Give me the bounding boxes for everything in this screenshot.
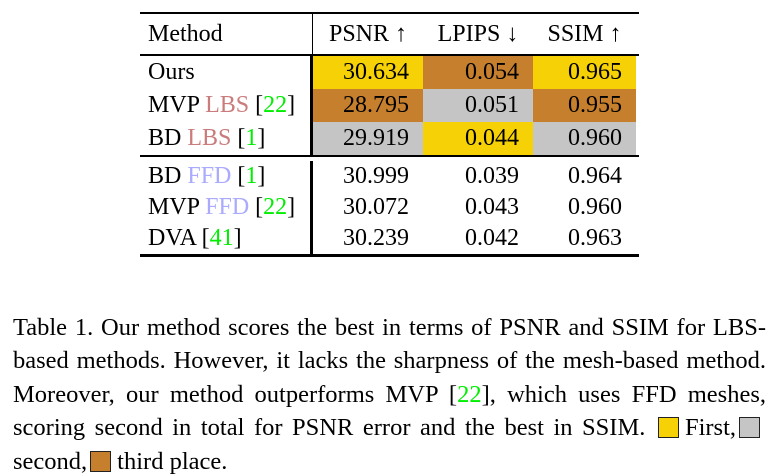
caption-text: Table 1. Our method scores the best in t… <box>13 313 766 408</box>
table-header-row: Method PSNR ↑ LPIPS ↓ SSIM ↑ <box>140 14 639 54</box>
lpips-value: 0.054 <box>423 56 533 89</box>
lpips-value: 0.044 <box>423 122 533 155</box>
table-row: MVP FFD [22] 30.072 0.043 0.960 <box>140 192 639 223</box>
legend-label: third place. <box>117 447 228 474</box>
psnr-value: 30.072 <box>343 194 409 220</box>
legend-label: First, <box>684 414 736 441</box>
citation: 22 <box>263 92 288 118</box>
table-row: Ours 30.634 0.054 0.965 <box>140 56 639 89</box>
header-lpips: LPIPS ↓ <box>437 21 519 47</box>
section-divider-rule <box>140 155 639 157</box>
second-place-swatch <box>739 417 760 438</box>
lpips-value: 0.039 <box>465 163 519 189</box>
ssim-value: 0.960 <box>568 194 622 220</box>
header-rule <box>140 54 639 56</box>
psnr-value: 30.634 <box>313 56 423 89</box>
table-row: DVA [41] 30.239 0.042 0.963 <box>140 223 639 254</box>
citation: 1 <box>245 163 258 189</box>
table-bottom-rule <box>140 254 639 257</box>
header-psnr: PSNR ↑ <box>328 21 408 47</box>
lpips-value: 0.043 <box>465 194 519 220</box>
citation: 41 <box>209 225 234 251</box>
method-label: BD LBS [1] <box>140 122 313 155</box>
table-caption: Table 1. Our method scores the best in t… <box>13 313 766 474</box>
lpips-value: 0.051 <box>423 89 533 122</box>
citation: 1 <box>245 125 258 151</box>
ssim-value: 0.965 <box>533 56 636 89</box>
ssim-value: 0.963 <box>568 225 622 251</box>
table-row: MVP LBS [22] 28.795 0.051 0.955 <box>140 89 639 122</box>
citation: 22 <box>457 380 482 408</box>
method-label: MVP FFD [22] <box>140 192 313 223</box>
ssim-value: 0.955 <box>533 89 636 122</box>
psnr-value: 29.919 <box>313 122 423 155</box>
ssim-value: 0.964 <box>568 163 622 189</box>
psnr-value: 30.239 <box>343 225 409 251</box>
method-label: Ours <box>140 56 313 89</box>
method-label: MVP LBS [22] <box>140 89 313 122</box>
legend-label: second, <box>13 447 88 474</box>
method-label: DVA [41] <box>140 223 313 254</box>
third-place-swatch <box>90 450 112 472</box>
method-label: BD FFD [1] <box>140 161 313 192</box>
lpips-value: 0.042 <box>465 225 519 251</box>
table-row: BD LBS [1] 29.919 0.044 0.960 <box>140 122 639 155</box>
citation: 22 <box>263 194 288 220</box>
header-ssim: SSIM ↑ <box>547 21 622 47</box>
header-method: Method <box>140 14 313 54</box>
table-row: BD FFD [1] 30.999 0.039 0.964 <box>140 161 639 192</box>
psnr-value: 30.999 <box>343 163 409 189</box>
ssim-value: 0.960 <box>533 122 636 155</box>
psnr-value: 28.795 <box>313 89 423 122</box>
caption-text: , which uses FFD meshes, scoring second … <box>13 380 766 442</box>
table-top-rule <box>140 12 639 14</box>
results-table: Method PSNR ↑ LPIPS ↓ SSIM ↑ Ours 30.634… <box>140 12 639 257</box>
first-place-swatch <box>657 417 679 438</box>
